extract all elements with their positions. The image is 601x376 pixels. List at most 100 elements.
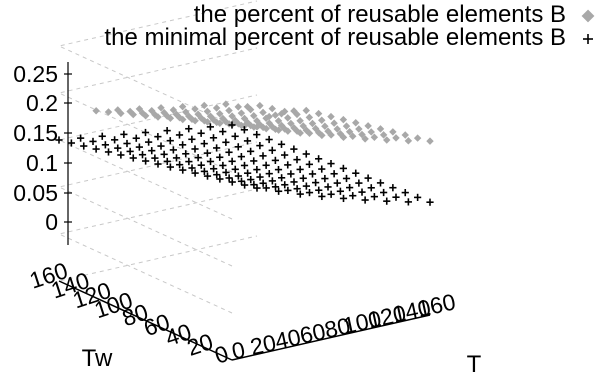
black-plus-point — [228, 121, 236, 129]
black-plus-point — [330, 170, 338, 178]
black-plus-point — [259, 179, 267, 187]
black-plus-point — [281, 151, 289, 159]
black-plus-point — [256, 173, 264, 181]
black-plus-point — [213, 144, 221, 152]
black-plus-point — [148, 147, 156, 155]
gray-diamond-point — [154, 113, 162, 121]
black-plus-point — [389, 184, 397, 192]
black-plus-point — [172, 154, 181, 162]
black-plus-point — [185, 157, 193, 166]
black-plus-point — [305, 188, 314, 197]
black-plus-point — [114, 144, 122, 152]
black-plus-point — [175, 131, 184, 139]
black-plus-point — [179, 166, 187, 174]
tw-axis-title: Tw — [82, 345, 113, 372]
gray-diamond-point — [379, 131, 388, 139]
black-plus-point — [231, 165, 239, 173]
black-plus-point — [213, 171, 221, 179]
gray-diamond-point — [327, 131, 335, 139]
black-plus-point — [414, 193, 422, 201]
black-plus-point — [185, 125, 193, 133]
black-plus-point — [188, 135, 196, 143]
gray-diamond-point — [281, 125, 289, 133]
z-tick-label: 0 — [45, 209, 58, 235]
black-plus-point — [191, 145, 199, 153]
gray-diamond-point — [129, 110, 137, 119]
tw-axis-line — [58, 280, 233, 361]
t-axis-line — [231, 314, 431, 361]
legend-diamond-icon — [581, 9, 595, 23]
gray-diamond-point — [104, 108, 113, 116]
black-plus-point — [404, 198, 412, 206]
gray-diamond-point — [364, 122, 372, 130]
gray-diamond-point — [318, 131, 326, 140]
black-plus-point — [228, 178, 236, 186]
black-plus-point — [355, 179, 363, 187]
black-plus-point — [247, 147, 255, 155]
gray-diamond-point — [237, 109, 246, 117]
t-axis-title: T — [467, 351, 482, 376]
t-tick-label: 20 — [248, 329, 278, 360]
black-plus-point — [197, 161, 205, 169]
black-plus-point — [383, 197, 391, 205]
black-plus-point — [216, 175, 224, 183]
gray-diamond-point — [305, 129, 314, 137]
black-plus-point — [203, 172, 212, 180]
black-plus-point — [318, 192, 326, 201]
black-plus-point — [243, 137, 252, 145]
black-plus-point — [268, 146, 276, 154]
gray-diamond-point — [355, 125, 363, 133]
black-plus-point — [240, 126, 248, 134]
black-plus-point — [154, 133, 162, 141]
gray-diamond-point — [383, 136, 391, 144]
gray-diamond-point — [262, 124, 270, 133]
gray-diamond-point — [389, 128, 397, 136]
z-tick-label: 0.2 — [26, 90, 58, 116]
legend-entry-label: the percent of reusable elements B — [194, 1, 566, 28]
black-plus-point — [194, 154, 202, 162]
black-plus-point — [324, 183, 332, 191]
black-plus-point — [358, 188, 366, 196]
gray-diamond-point — [296, 129, 304, 137]
gray-diamond-point — [246, 105, 255, 114]
gray-diamond-point — [271, 111, 280, 119]
black-plus-point — [265, 135, 273, 144]
gray-diamond-point — [413, 134, 422, 142]
gray-diamond-point — [293, 110, 301, 119]
black-plus-point — [166, 163, 174, 171]
black-plus-point — [163, 127, 171, 135]
black-plus-point — [89, 137, 97, 146]
black-plus-point — [302, 150, 310, 158]
gray-diamond-point — [117, 109, 125, 118]
black-plus-point — [142, 157, 150, 165]
t-tick-label: 60 — [297, 318, 327, 349]
gray-diamond-point — [327, 112, 335, 121]
black-plus-point — [222, 168, 230, 177]
gray-diamond-point — [311, 124, 320, 133]
black-plus-point — [67, 139, 75, 147]
black-plus-point — [166, 137, 174, 145]
black-plus-point — [244, 169, 252, 177]
black-plus-point — [104, 148, 113, 156]
black-plus-point — [123, 139, 131, 148]
black-plus-point — [101, 141, 109, 149]
black-plus-point — [163, 157, 171, 165]
black-plus-point — [367, 184, 375, 192]
z-tick-label: 0.1 — [26, 150, 58, 176]
black-plus-point — [169, 146, 177, 154]
black-plus-point — [392, 193, 400, 201]
black-plus-point — [296, 165, 304, 174]
black-plus-point — [120, 130, 128, 138]
black-plus-point — [370, 193, 378, 201]
gray-diamond-point — [296, 117, 304, 125]
black-plus-point — [426, 198, 434, 206]
black-plus-point — [160, 150, 168, 158]
black-plus-point — [284, 186, 292, 195]
gray-diamond-point — [404, 137, 413, 145]
black-plus-point — [151, 154, 159, 162]
gray-diamond-point — [284, 114, 292, 122]
black-plus-point — [342, 174, 351, 183]
t-tick-label: 40 — [273, 324, 303, 355]
black-plus-point — [176, 161, 184, 169]
